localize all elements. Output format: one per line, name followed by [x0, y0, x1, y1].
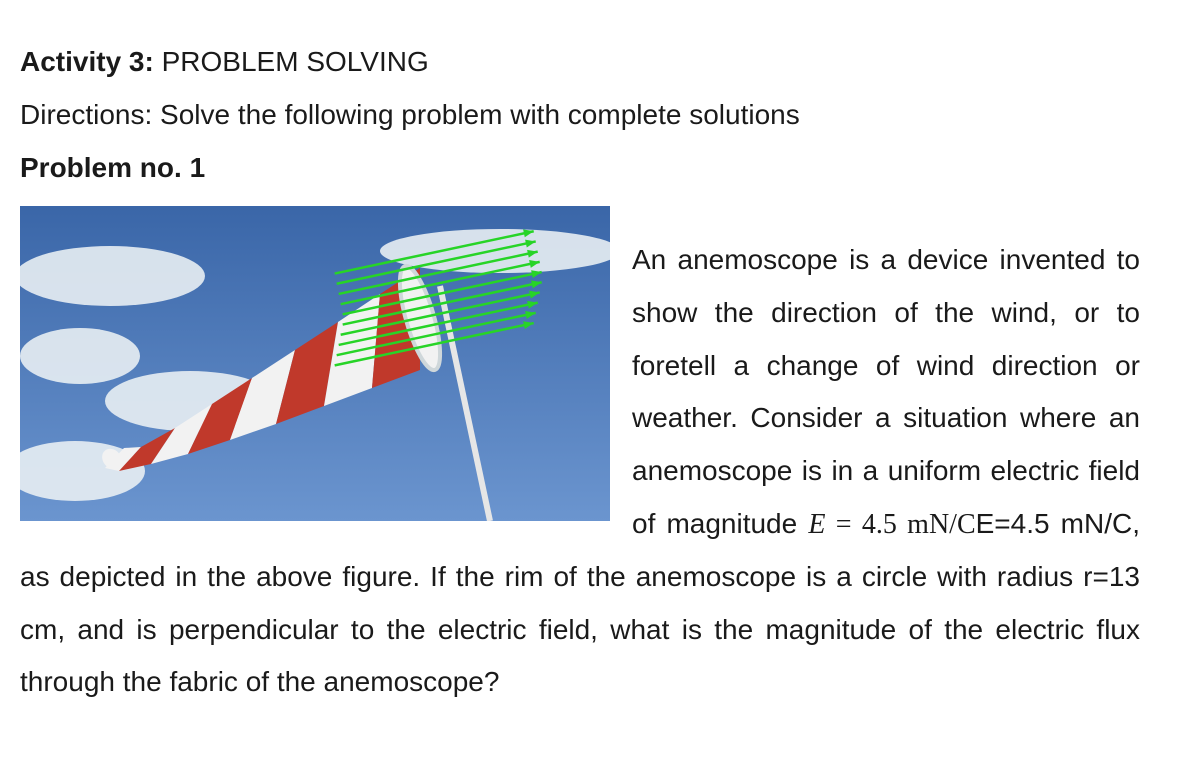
page: Activity 3: PROBLEM SOLVING Directions: … — [0, 0, 1160, 757]
directions-line: Directions: Solve the following problem … — [20, 93, 1140, 138]
activity-title: PROBLEM SOLVING — [162, 46, 429, 77]
equals-sign: = — [825, 509, 861, 540]
problem-text-part2: as depicted in the above figure. If the … — [20, 561, 1140, 697]
problem-text-part1: An anemoscope is a device invented to sh… — [632, 244, 1140, 538]
problem-content: An anemoscope is a device invented to sh… — [20, 206, 1140, 737]
E-symbol-italic: E — [808, 509, 825, 540]
E-value-plain: E=4.5 mN/C, — [976, 508, 1140, 539]
windsock-illustration — [20, 206, 610, 521]
problem-number: Problem no. 1 — [20, 146, 1140, 191]
E-value-serif: 4.5 mN/C — [862, 509, 976, 540]
activity-heading: Activity 3: PROBLEM SOLVING — [20, 40, 1140, 85]
anemoscope-figure — [20, 206, 610, 521]
activity-label: Activity 3: — [20, 46, 154, 77]
